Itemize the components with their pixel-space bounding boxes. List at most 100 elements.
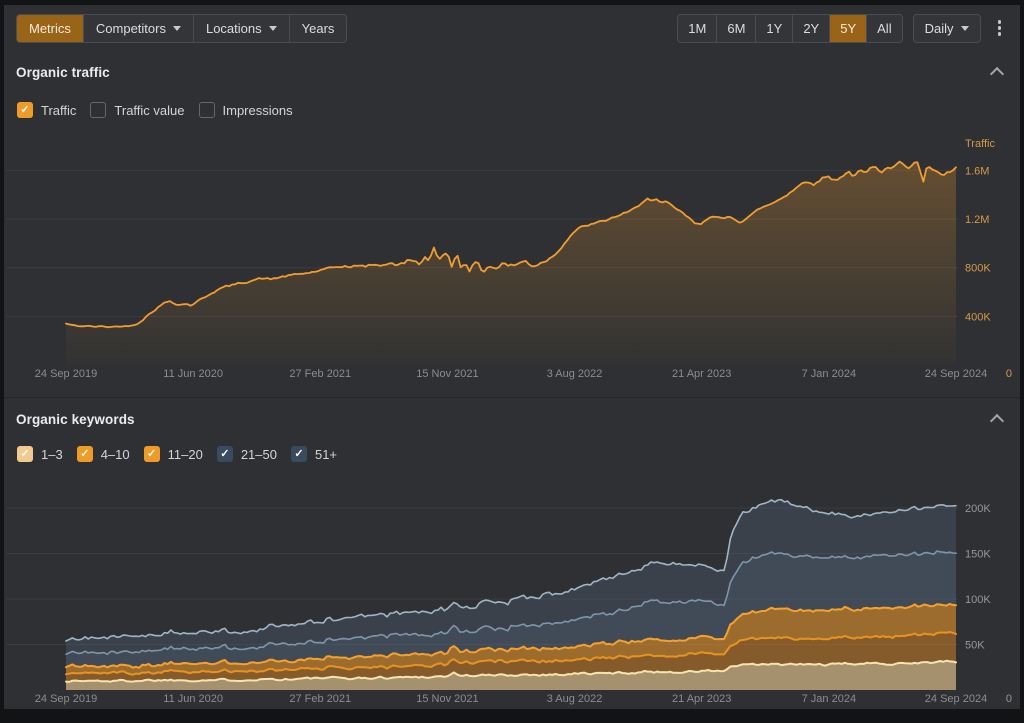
axis-label: 0 — [1006, 368, 1012, 380]
range-1m[interactable]: 1M — [678, 14, 718, 42]
axis-label: 11 Jun 2020 — [163, 693, 223, 705]
checkbox-checked-icon: ✓ — [17, 446, 33, 462]
toolbar-right: 1M 6M 1Y 2Y 5Y All Daily — [677, 13, 1009, 43]
axis-label: 800K — [965, 263, 991, 275]
axis-label: 15 Nov 2021 — [416, 693, 478, 705]
checkbox-label: Traffic — [41, 102, 77, 118]
chevron-down-icon — [960, 25, 969, 31]
axis-label: 100K — [965, 594, 991, 606]
band-line-21–50 — [65, 550, 957, 656]
checkbox-label: 1–3 — [41, 446, 63, 462]
traffic-metric-toggles: ✓ Traffic Traffic value Impressions — [17, 102, 293, 118]
organic-keywords-header: Organic keywords — [16, 409, 1008, 429]
button-label: Years — [301, 20, 335, 36]
checkbox-checked-icon: ✓ — [143, 446, 160, 462]
checkbox-label: 21–50 — [240, 446, 277, 462]
axis-label: 150K — [965, 549, 991, 561]
band-line-11–20 — [65, 602, 957, 669]
metrics-tab-group: Metrics Competitors Locations Years — [16, 13, 348, 43]
range-2y[interactable]: 2Y — [793, 14, 831, 42]
range-1y[interactable]: 1Y — [756, 14, 794, 42]
axis-label: 0 — [1006, 693, 1012, 705]
keyword-position-toggles: ✓ 1–3 ✓ 4–10 ✓ 11–20 ✓ 21–50 ✓ 51+ — [17, 446, 337, 462]
button-label: Competitors — [95, 20, 166, 36]
chevron-down-icon — [172, 25, 181, 31]
axis-label: 3 Aug 2022 — [547, 693, 603, 705]
button-label: 6M — [727, 20, 746, 36]
axis-label: 24 Sep 2019 — [35, 368, 97, 380]
checkbox-4–10[interactable]: ✓ 4–10 — [76, 446, 130, 462]
axis-label: 400K — [965, 311, 991, 323]
kebab-menu-icon[interactable] — [991, 14, 1009, 42]
organic-keywords-title: Organic keywords — [16, 411, 135, 427]
granularity-label: Daily — [924, 20, 954, 36]
range-all[interactable]: All — [867, 15, 901, 42]
axis-label: 27 Feb 2021 — [289, 693, 351, 705]
checkbox-traffic[interactable]: ✓ Traffic — [17, 102, 76, 118]
tab-locations[interactable]: Locations — [194, 14, 290, 42]
axis-label: 24 Sep 2019 — [35, 693, 97, 705]
gridlines — [6, 507, 958, 645]
button-label: Metrics — [29, 20, 71, 36]
chevron-down-icon — [268, 25, 277, 31]
checkbox-label: Impressions — [222, 102, 293, 118]
chevron-up-icon — [989, 413, 1005, 428]
organic-traffic-header: Organic traffic — [16, 62, 1008, 82]
checkbox-checked-icon: ✓ — [216, 446, 233, 462]
dashboard-panel: Metrics Competitors Locations Years 1M 6M 1Y 2… — [4, 5, 1020, 709]
axis-label: 15 Nov 2021 — [416, 368, 478, 380]
checkbox-21–50[interactable]: ✓ 21–50 — [216, 446, 277, 462]
checkbox-unchecked-icon — [90, 102, 107, 118]
button-label: 2Y — [803, 20, 820, 36]
granularity-dropdown[interactable]: Daily — [912, 13, 981, 43]
band-line-51+ — [65, 498, 957, 642]
y-axis-labels: 400K 800K 1.2M 1.6M — [965, 165, 991, 323]
axis-label: 1.6M — [965, 165, 989, 177]
checkbox-label: 11–20 — [167, 446, 203, 462]
band-51+ — [66, 499, 956, 655]
x-axis-labels: 24 Sep 2019 11 Jun 2020 27 Feb 2021 15 Nov … — [35, 693, 1012, 705]
button-label: 5Y — [840, 20, 857, 36]
chevron-up-icon — [989, 66, 1005, 81]
band-line-4–10 — [65, 631, 957, 676]
axis-label: 200K — [965, 503, 991, 515]
checkbox-51+[interactable]: ✓ 51+ — [290, 446, 338, 462]
checkbox-checked-icon: ✓ — [76, 446, 93, 462]
y-axis-labels: 50K 100K 150K 200K — [965, 503, 991, 652]
axis-label: 7 Jan 2024 — [802, 368, 856, 380]
organic-traffic-title: Organic traffic — [16, 64, 110, 80]
axis-label: Traffic — [965, 138, 995, 150]
axis-label: 24 Sep 2024 — [925, 368, 987, 380]
collapse-section-button[interactable] — [986, 409, 1008, 430]
organic-keywords-chart[interactable]: 50K 100K 150K 200K 24 Sep 2019 11 Jun 2020 27 … — [4, 478, 1020, 709]
checkbox-1–3[interactable]: ✓ 1–3 — [17, 446, 63, 462]
checkbox-11–20[interactable]: ✓ 11–20 — [143, 446, 203, 462]
range-6m[interactable]: 6M — [717, 14, 757, 42]
button-label: Locations — [205, 20, 262, 36]
checkbox-label: 51+ — [314, 446, 338, 462]
organic-traffic-chart[interactable]: 400K 800K 1.2M 1.6M 24 Sep 2019 11 Jun 2020 27… — [4, 130, 1020, 392]
traffic-area-fill — [66, 161, 956, 365]
tab-years[interactable]: Years — [290, 15, 347, 42]
band-line-1–3 — [65, 659, 957, 683]
axis-label: 21 Apr 2023 — [672, 368, 731, 380]
checkbox-unchecked-icon — [198, 102, 215, 118]
checkbox-checked-icon: ✓ — [17, 102, 33, 118]
collapse-section-button[interactable] — [986, 62, 1008, 83]
checkbox-label: 4–10 — [100, 446, 130, 462]
tab-competitors[interactable]: Competitors — [84, 14, 194, 42]
tab-metrics[interactable]: Metrics — [17, 14, 84, 42]
toolbar: Metrics Competitors Locations Years 1M 6M 1Y 2… — [4, 5, 1020, 51]
traffic-line-series — [65, 160, 957, 329]
checkbox-impressions[interactable]: Impressions — [198, 102, 293, 118]
button-label: 1Y — [766, 20, 783, 36]
axis-label: 21 Apr 2023 — [672, 693, 731, 705]
button-label: All — [877, 20, 892, 36]
axis-label: 50K — [965, 640, 985, 652]
range-5y[interactable]: 5Y — [830, 14, 868, 42]
checkbox-checked-icon: ✓ — [290, 446, 307, 462]
axis-label: 1.2M — [965, 214, 989, 226]
stacked-area-lines — [65, 498, 957, 683]
checkbox-traffic-value[interactable]: Traffic value — [90, 102, 185, 118]
axis-label: 3 Aug 2022 — [547, 368, 603, 380]
